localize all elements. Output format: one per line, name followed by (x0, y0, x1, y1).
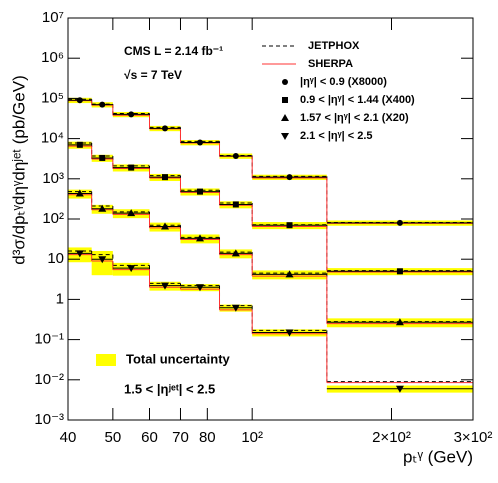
x-tick-label: 50 (105, 429, 122, 446)
data-point (98, 256, 107, 264)
data-point (196, 188, 203, 195)
y-axis-label: d³σ/dpₜᵞdηᵞdηʲᵉᵗ (pb/GeV) (9, 75, 28, 264)
y-tick-label: 10⁻³ (34, 411, 64, 428)
data-point (99, 101, 106, 108)
data-point (286, 222, 293, 229)
data-point (128, 164, 135, 171)
x-tick-label: 2×10² (372, 429, 411, 446)
legend-marker (281, 114, 289, 121)
data-point (128, 111, 135, 118)
band-legend-label: Total uncertainty (126, 351, 231, 366)
data-point (395, 385, 404, 393)
y-tick-label: 10⁵ (41, 89, 64, 106)
y-tick-label: 10⁶ (41, 49, 64, 66)
legend-label: SHERPA (308, 58, 353, 70)
data-point (127, 265, 136, 273)
data-point (161, 174, 168, 181)
annotation: 1.5 < |ηʲᵉᵗ| < 2.5 (124, 381, 215, 396)
data-point (285, 329, 294, 337)
legend-label: 0.9 < |ηᵞ| < 1.44 (X400) (300, 94, 415, 106)
x-tick-label: 10² (241, 429, 263, 446)
data-point (160, 222, 169, 230)
y-tick-label: 10³ (42, 170, 64, 187)
legend-label: JETPHOX (308, 40, 360, 52)
data-point (196, 139, 203, 146)
data-point (161, 125, 168, 132)
data-point (395, 318, 404, 326)
y-tick-label: 10⁷ (42, 9, 64, 26)
y-tick-label: 10⁻² (34, 371, 64, 388)
y-tick-label: 10 (47, 250, 64, 267)
x-axis-label: pₜᵞ (GeV) (403, 447, 473, 466)
data-point (396, 219, 403, 226)
data-point (195, 284, 204, 292)
legend-marker (282, 79, 288, 85)
y-tick-label: 1 (56, 290, 64, 307)
data-point (160, 282, 169, 290)
data-point (76, 141, 83, 148)
data-point (285, 270, 294, 278)
data-point (99, 154, 106, 161)
data-point (231, 249, 240, 257)
y-tick-label: 10⁴ (41, 130, 64, 147)
band-legend-swatch (96, 354, 116, 366)
legend-marker (281, 133, 289, 140)
data-point (127, 209, 136, 217)
chart-subtitle: √s = 7 TeV (124, 68, 182, 82)
legend-label: 1.57 < |ηᵞ| < 2.1 (X20) (300, 112, 409, 124)
data-point (286, 174, 293, 181)
x-tick-label: 40 (60, 429, 77, 446)
x-tick-label: 60 (141, 429, 158, 446)
data-point (98, 204, 107, 212)
y-tick-label: 10² (42, 210, 64, 227)
x-tick-label: 70 (172, 429, 189, 446)
legend-marker (282, 97, 288, 103)
data-point (232, 201, 239, 208)
data-point (232, 152, 239, 159)
x-tick-label: 80 (199, 429, 216, 446)
x-tick-label: 3×10² (454, 429, 493, 446)
data-point (75, 250, 84, 258)
data-point (231, 304, 240, 312)
data-point (195, 234, 204, 242)
y-tick-label: 10⁻¹ (34, 331, 64, 348)
legend-label: 2.1 < |ηᵞ| < 2.5 (300, 130, 373, 142)
data-point (75, 189, 84, 197)
data-point (396, 268, 403, 275)
chart-title: CMS L = 2.14 fb⁻¹ (124, 44, 223, 58)
legend-label: |ηᵞ| < 0.9 (X8000) (300, 76, 387, 88)
